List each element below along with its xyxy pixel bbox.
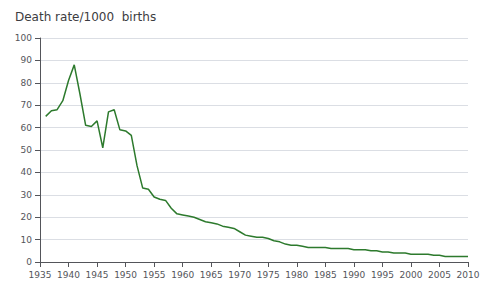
svg-text:1995: 1995 — [371, 270, 394, 280]
svg-text:1945: 1945 — [86, 270, 109, 280]
svg-text:Death rate/1000 births: Death rate/1000 births — [15, 10, 156, 24]
svg-text:1950: 1950 — [114, 270, 137, 280]
svg-text:40: 40 — [21, 167, 33, 177]
svg-text:60: 60 — [21, 123, 33, 133]
svg-text:70: 70 — [21, 100, 33, 110]
svg-text:2010: 2010 — [457, 270, 480, 280]
svg-text:0: 0 — [26, 257, 32, 267]
svg-text:1970: 1970 — [228, 270, 251, 280]
svg-text:80: 80 — [21, 78, 33, 88]
svg-text:1935: 1935 — [29, 270, 52, 280]
svg-text:100: 100 — [15, 33, 32, 43]
svg-text:1965: 1965 — [200, 270, 223, 280]
svg-text:1940: 1940 — [57, 270, 80, 280]
svg-text:2005: 2005 — [428, 270, 451, 280]
svg-text:2000: 2000 — [399, 270, 422, 280]
svg-text:1985: 1985 — [314, 270, 337, 280]
svg-text:10: 10 — [21, 235, 33, 245]
svg-text:1980: 1980 — [285, 270, 308, 280]
svg-text:90: 90 — [21, 55, 33, 65]
svg-text:1990: 1990 — [342, 270, 365, 280]
svg-text:30: 30 — [21, 190, 33, 200]
svg-text:1955: 1955 — [143, 270, 166, 280]
svg-text:50: 50 — [21, 145, 33, 155]
svg-text:1975: 1975 — [257, 270, 280, 280]
svg-text:20: 20 — [21, 212, 33, 222]
svg-text:1960: 1960 — [171, 270, 194, 280]
